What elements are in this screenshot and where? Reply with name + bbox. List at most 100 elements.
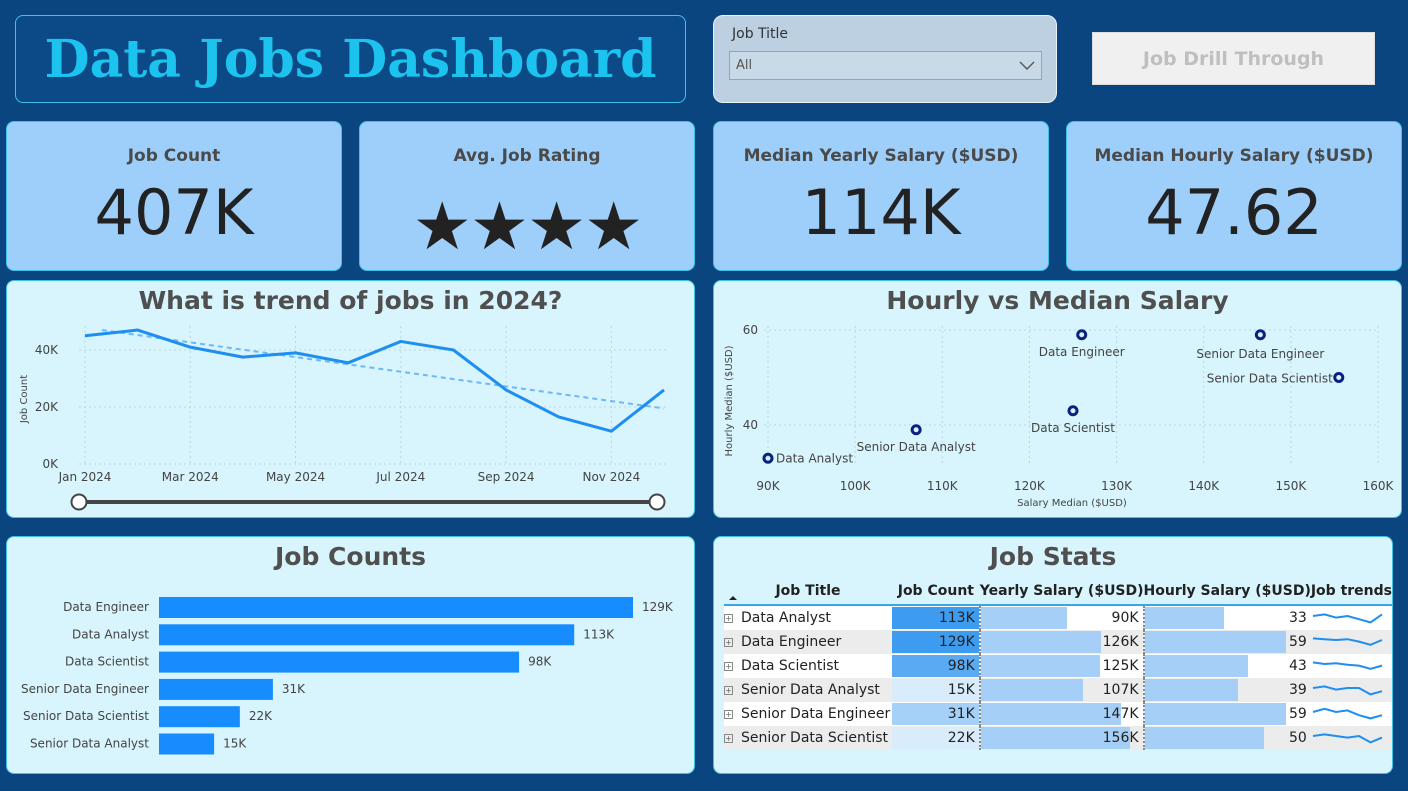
row-hourly-text: 39 — [1289, 682, 1307, 698]
scatter-point[interactable] — [1254, 329, 1266, 341]
row-job-count: 15K — [891, 678, 980, 702]
bar-category-label: Senior Data Engineer — [21, 682, 149, 696]
sparkline-path — [1312, 661, 1383, 670]
hourly-bar — [1144, 703, 1286, 725]
job-stats-panel: Job Stats Job Title Job Count Yearly Sal… — [713, 536, 1393, 774]
row-job-trend — [1310, 678, 1392, 702]
col-header-job-title[interactable]: Job Title — [724, 577, 892, 606]
bar[interactable] — [159, 597, 633, 618]
row-yearly-salary: 107K — [978, 678, 1144, 702]
row-job-title-text: Data Engineer — [741, 634, 842, 650]
scatter-point-label: Data Scientist — [1031, 421, 1115, 435]
row-job-title-text: Senior Data Analyst — [741, 682, 880, 698]
col-header-yearly-salary[interactable]: Yearly Salary ($USD) — [979, 577, 1144, 606]
job-stats-table: Job Title Job Count Yearly Salary ($USD)… — [724, 577, 1392, 750]
row-job-title: + Data Scientist — [724, 654, 892, 678]
hourly-bar — [1144, 655, 1248, 677]
expand-icon[interactable]: + — [724, 614, 733, 623]
scatter-point[interactable] — [1076, 329, 1088, 341]
trend-ytick-label: 40K — [35, 343, 59, 357]
expand-icon[interactable]: + — [724, 686, 733, 695]
trend-ylabel: Job Count — [19, 375, 30, 424]
job-count-card: Job Count 407K — [6, 121, 342, 271]
scatter-xtick-label: 140K — [1188, 479, 1220, 493]
scatter-point[interactable] — [910, 424, 922, 436]
expand-icon[interactable]: + — [724, 710, 733, 719]
median-hourly-value: 47.62 — [1145, 176, 1323, 249]
trend-xtick-label: May 2024 — [266, 470, 325, 484]
median-hourly-card: Median Hourly Salary ($USD) 47.62 — [1066, 121, 1402, 271]
bar-category-label: Senior Data Scientist — [23, 709, 149, 723]
range-slider-start-handle[interactable] — [70, 493, 88, 511]
count-bar — [891, 607, 979, 629]
bar[interactable] — [159, 706, 240, 728]
expand-icon[interactable]: + — [724, 662, 733, 671]
slicer-label: Job Title — [732, 26, 789, 42]
table-row[interactable]: + Senior Data Scientist 22K 156K 50 — [724, 726, 1392, 750]
rating-stars: ★★★★ — [412, 188, 644, 265]
table-row[interactable]: + Senior Data Analyst 15K 107K 39 — [724, 678, 1392, 702]
scatter-ytick-label: 40 — [743, 418, 758, 432]
job-counts-title: Job Counts — [274, 542, 427, 571]
range-slider-end-handle[interactable] — [648, 493, 666, 511]
row-yearly-text: 90K — [1111, 610, 1139, 626]
job-title-dropdown[interactable]: All — [729, 51, 1042, 80]
job-count-title: Job Count — [127, 146, 221, 166]
row-job-trend — [1310, 726, 1392, 750]
trend-xtick-label: Jan 2024 — [58, 470, 112, 484]
sparkline-path — [1312, 637, 1383, 646]
row-job-title: + Senior Data Analyst — [724, 678, 892, 702]
row-hourly-text: 33 — [1289, 610, 1307, 626]
bar-data-label: 31K — [282, 682, 306, 696]
job-trend-sparkline — [1312, 707, 1383, 720]
job-title-slicer: Job Title All — [713, 15, 1057, 103]
hourly-bar — [1144, 631, 1286, 653]
row-job-count: 22K — [891, 726, 980, 750]
job-drill-through-button[interactable]: Job Drill Through — [1092, 32, 1375, 85]
bar-category-label: Data Engineer — [63, 600, 149, 614]
expand-icon[interactable]: + — [724, 734, 733, 743]
expand-icon[interactable]: + — [724, 638, 733, 647]
trend-trendline — [101, 329, 665, 410]
median-yearly-value: 114K — [801, 176, 961, 249]
row-job-count-text: 98K — [947, 658, 975, 674]
median-hourly-title: Median Hourly Salary ($USD) — [1094, 146, 1374, 166]
row-job-count-text: 15K — [947, 682, 975, 698]
row-yearly-text: 126K — [1102, 634, 1139, 650]
trend-panel: What is trend of jobs in 2024? Job Count… — [6, 280, 695, 518]
row-job-count: 113K — [891, 605, 980, 630]
count-bar — [891, 679, 979, 701]
col-header-job-count[interactable]: Job Count — [891, 577, 980, 606]
bar-data-label: 15K — [223, 737, 247, 751]
row-yearly-text: 125K — [1102, 658, 1139, 674]
scatter-point[interactable] — [1333, 372, 1345, 383]
hourly-bar — [1144, 727, 1265, 749]
bar[interactable] — [159, 733, 215, 755]
trend-xtick-label: Sep 2024 — [478, 470, 535, 484]
median-yearly-title: Median Yearly Salary ($USD) — [743, 146, 1019, 166]
scatter-point-label: Senior Data Scientist — [1207, 372, 1333, 386]
scatter-xtick-label: 110K — [927, 479, 959, 493]
row-job-count: 98K — [891, 654, 980, 678]
table-row[interactable]: + Data Scientist 98K 125K 43 — [724, 654, 1392, 678]
row-hourly-text: 59 — [1289, 634, 1307, 650]
count-bar — [891, 727, 979, 749]
table-row[interactable]: + Data Engineer 129K 126K 59 — [724, 630, 1392, 654]
bar[interactable] — [159, 624, 575, 646]
scatter-point-label: Data Analyst — [776, 451, 853, 465]
avg-rating-title: Avg. Job Rating — [453, 146, 601, 166]
trend-title: What is trend of jobs in 2024? — [138, 286, 563, 315]
job-trend-sparkline — [1312, 637, 1383, 646]
col-header-hourly-salary[interactable]: Hourly Salary ($USD) — [1143, 577, 1311, 606]
scatter-point[interactable] — [762, 452, 774, 464]
table-row[interactable]: + Senior Data Engineer 31K 147K 59 — [724, 702, 1392, 726]
job-trend-sparkline — [1312, 661, 1383, 670]
table-row[interactable]: + Data Analyst 113K 90K 33 — [724, 605, 1392, 630]
bar[interactable] — [159, 678, 273, 700]
row-job-count: 31K — [891, 702, 980, 726]
scatter-xlabel: Salary Median ($USD) — [1017, 498, 1127, 509]
bar[interactable] — [159, 651, 520, 673]
row-hourly-salary: 39 — [1142, 678, 1311, 702]
scatter-point[interactable] — [1067, 405, 1079, 417]
bar-category-label: Data Analyst — [72, 627, 149, 641]
